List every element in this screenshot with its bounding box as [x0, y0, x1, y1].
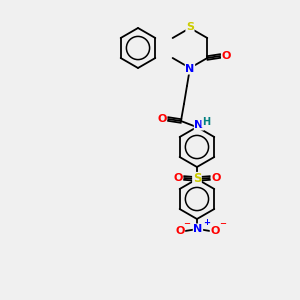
Text: O: O [211, 173, 220, 183]
Text: H: H [202, 117, 210, 127]
Text: N: N [185, 64, 195, 74]
Text: O: O [157, 114, 167, 124]
Text: +: + [203, 218, 210, 227]
Text: N: N [194, 120, 204, 130]
Text: S: S [186, 22, 194, 32]
Text: O: O [210, 226, 220, 236]
Text: O: O [222, 51, 231, 61]
Text: S: S [193, 172, 201, 185]
Text: −: − [183, 219, 190, 228]
Text: −: − [219, 219, 226, 228]
Text: O: O [173, 173, 183, 183]
Text: N: N [193, 224, 203, 234]
Text: O: O [175, 226, 184, 236]
